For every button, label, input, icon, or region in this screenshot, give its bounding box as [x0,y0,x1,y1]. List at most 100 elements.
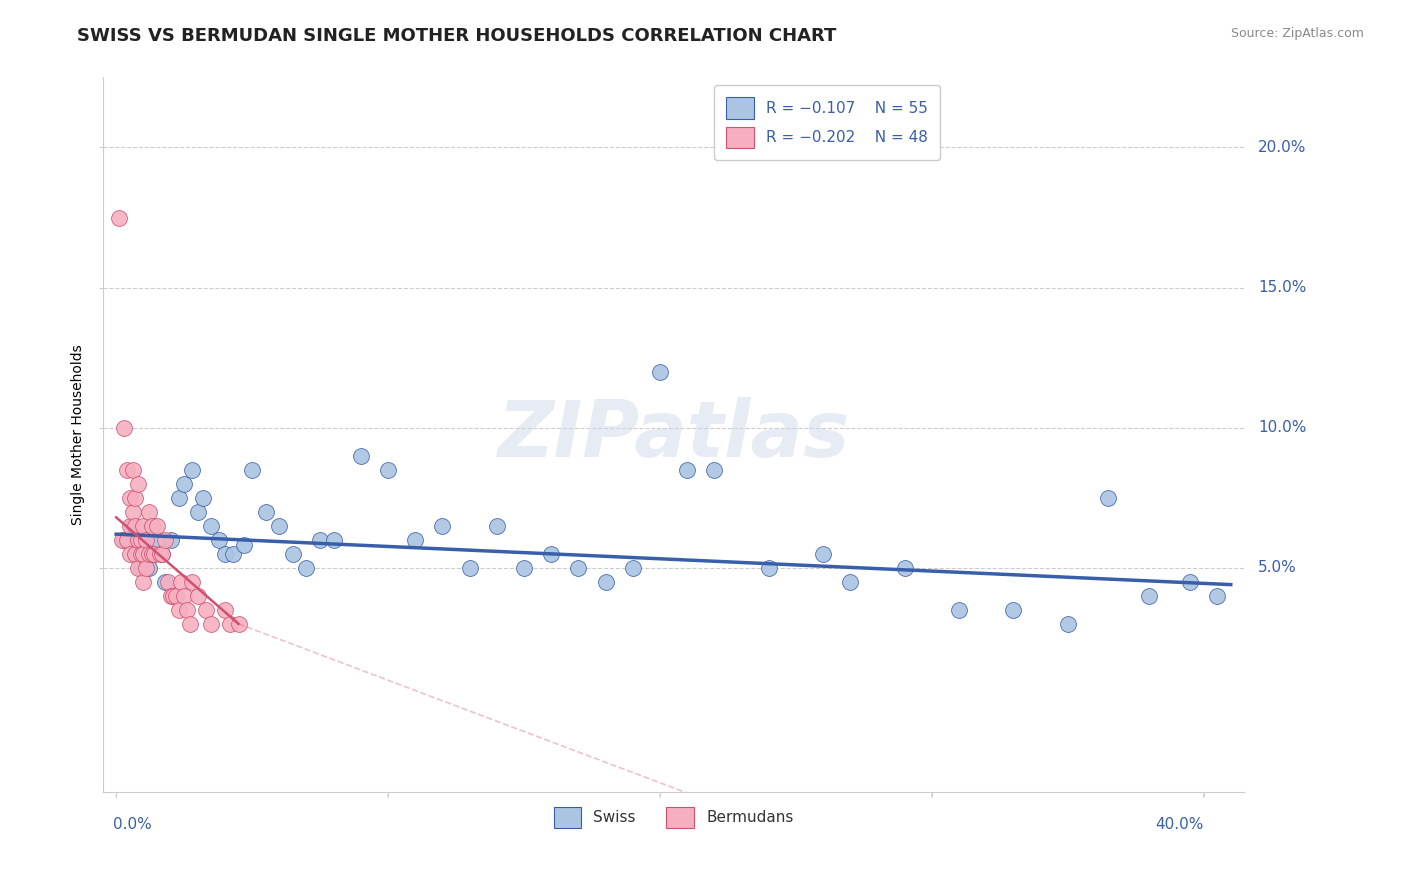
Point [839,574,862,589]
Point [115,533,138,547]
Point [135,533,157,547]
Point [181,574,204,589]
Point [112,420,135,434]
Legend: Swiss, Bermudans: Swiss, Bermudans [547,800,800,834]
Point [135,547,157,561]
Point [141,547,163,561]
Point [121,463,143,477]
Point [233,538,256,552]
Point [121,518,143,533]
Text: 10.0%: 10.0% [1258,420,1306,435]
Point [621,561,644,575]
Point [1137,589,1160,603]
Point [149,547,172,561]
Point [181,463,204,477]
Point [138,547,160,561]
Point [112,533,135,547]
Point [141,518,163,533]
Text: 20.0%: 20.0% [1258,140,1306,155]
Point [1056,616,1078,631]
Text: SWISS VS BERMUDAN SINGLE MOTHER HOUSEHOLDS CORRELATION CHART: SWISS VS BERMUDAN SINGLE MOTHER HOUSEHOL… [77,27,837,45]
Point [811,547,834,561]
Point [219,616,242,631]
Point [893,561,915,575]
Point [152,547,174,561]
Point [240,463,263,477]
Point [187,589,209,603]
Point [146,518,169,533]
Point [111,533,134,547]
Point [228,616,250,631]
Point [127,533,149,547]
Point [208,533,231,547]
Point [322,533,344,547]
Point [132,547,155,561]
Point [404,533,426,547]
Point [485,518,508,533]
Point [567,561,589,575]
Point [1178,574,1201,589]
Point [121,505,143,519]
Point [187,505,209,519]
Point [595,574,617,589]
Point [132,518,155,533]
Point [200,616,222,631]
Point [143,547,166,561]
Point [214,603,236,617]
Point [159,589,181,603]
Point [193,491,215,505]
Text: 5.0%: 5.0% [1258,560,1296,575]
Text: Source: ZipAtlas.com: Source: ZipAtlas.com [1230,27,1364,40]
Point [179,616,201,631]
Point [458,561,481,575]
Point [648,365,671,379]
Point [132,574,155,589]
Point [146,533,169,547]
Point [281,547,304,561]
Point [124,491,146,505]
Point [948,603,970,617]
Point [143,547,166,561]
Point [153,574,176,589]
Point [269,518,291,533]
Point [135,561,157,575]
Point [254,505,277,519]
Point [118,491,141,505]
Point [141,518,163,533]
Point [156,574,179,589]
Point [118,518,141,533]
Point [377,463,399,477]
Point [165,589,187,603]
Point [432,518,454,533]
Point [129,547,152,561]
Point [214,547,236,561]
Point [153,533,176,547]
Point [513,561,536,575]
Point [176,603,198,617]
Point [127,476,149,491]
Point [124,547,146,561]
Point [1206,589,1229,603]
Point [540,547,562,561]
Point [295,561,318,575]
Point [170,574,193,589]
Point [129,533,152,547]
Point [309,533,332,547]
Point [173,589,195,603]
Text: 0.0%: 0.0% [114,817,152,832]
Point [127,561,149,575]
Point [108,211,131,225]
Point [162,589,184,603]
Point [676,463,699,477]
Point [118,547,141,561]
Point [222,547,245,561]
Point [703,463,725,477]
Point [1002,603,1025,617]
Point [1097,491,1119,505]
Point [138,561,160,575]
Point [194,603,217,617]
Point [758,561,780,575]
Point [115,463,138,477]
Point [124,547,146,561]
Y-axis label: Single Mother Households: Single Mother Households [72,344,86,525]
